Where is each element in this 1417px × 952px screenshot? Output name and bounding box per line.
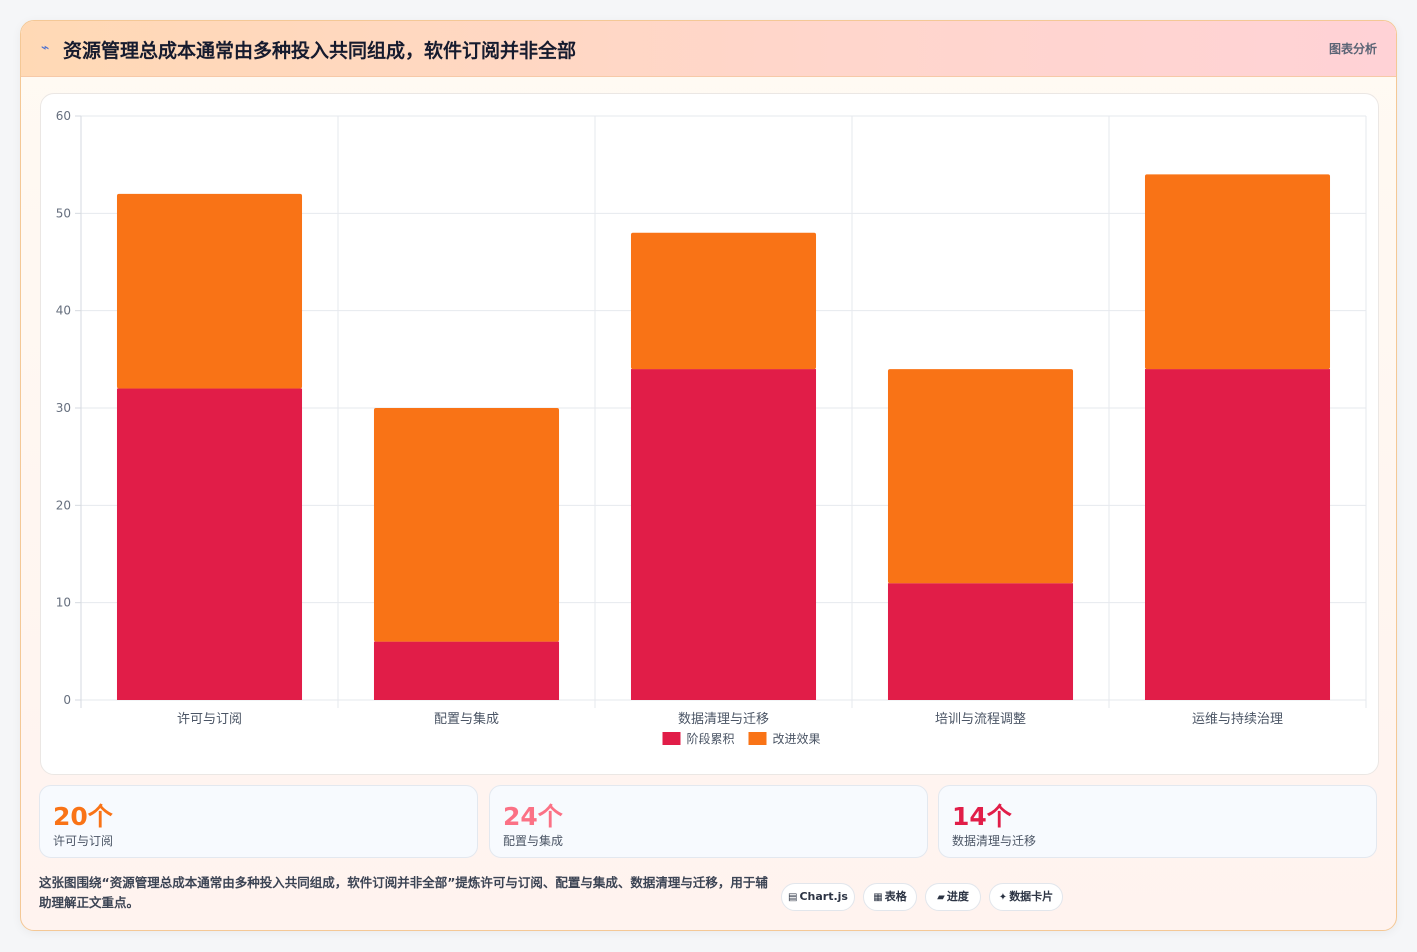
chip-label: Chart.js [799, 890, 848, 903]
x-tick-label: 数据清理与迁移 [678, 712, 769, 727]
stacked-bar-chart: 0 10 20 30 40 50 60 许可与订阅 配置与集成 数据清理与迁移 培训与流程调整 运维与… [56, 109, 1367, 746]
chart-card: ⌁ 资源管理总成本通常由多种投入共同组成，软件订阅并非全部 图表分析 0 10 20… [20, 20, 1397, 931]
y-tick-label: 50 [56, 206, 71, 220]
sparkle-icon: ✦ [998, 892, 1008, 903]
stat-value-2: 24个 [503, 802, 563, 831]
bar-improve [630, 232, 817, 370]
y-tick-label: 60 [56, 109, 71, 123]
stat-label-3: 数据清理与迁移 [952, 834, 1037, 848]
chip-label: 数据卡片 [1009, 890, 1054, 903]
bar-stage [1144, 369, 1331, 700]
bar-improve [373, 408, 560, 642]
bar-improve [1144, 174, 1331, 370]
x-tick-label: 配置与集成 [434, 711, 499, 727]
legend-swatch-1 [662, 732, 681, 745]
y-tick-label: 20 [56, 498, 71, 512]
stat-card-2: 24个 配置与集成 [489, 785, 928, 858]
chart-panel: 0 10 20 30 40 50 60 许可与订阅 配置与集成 数据清理与迁移 培训与流程调整 运维与… [40, 93, 1379, 775]
chip-data-card[interactable]: ✦ 数据卡片 [989, 883, 1063, 911]
bar-improve [116, 193, 303, 389]
chart-icon: ▤ [788, 892, 798, 903]
x-tick-label: 运维与持续治理 [1192, 712, 1283, 727]
chart-description: 这张图围绕“资源管理总成本通常由多种投入共同组成，软件订阅并非全部”提炼许可与订… [39, 875, 768, 910]
chip-label: 进度 [946, 890, 969, 903]
stat-label-1: 许可与订阅 [53, 834, 114, 848]
bar-stage [887, 583, 1074, 700]
progress-icon: ▰ [937, 892, 945, 903]
legend-label-2: 改进效果 [773, 731, 821, 746]
stat-card-1: 20个 许可与订阅 [39, 785, 478, 858]
y-tick-label: 30 [56, 401, 71, 415]
table-icon: ▦ [873, 892, 883, 903]
legend-swatch-2 [748, 732, 767, 745]
chart-line-icon: ⌁ [41, 40, 50, 56]
y-tick-label: 40 [56, 304, 71, 318]
bar-improve [887, 369, 1074, 584]
card-title: 资源管理总成本通常由多种投入共同组成，软件订阅并非全部 [63, 40, 577, 62]
chip-table[interactable]: ▦ 表格 [863, 883, 917, 911]
legend-label-1: 阶段累积 [687, 731, 735, 746]
header-tag: 图表分析 [1328, 42, 1377, 56]
card-header: ⌁ 资源管理总成本通常由多种投入共同组成，软件订阅并非全部 图表分析 [21, 21, 1396, 77]
bar-stage [373, 641, 560, 700]
stat-value-3: 14个 [952, 802, 1012, 831]
y-tick-label: 0 [63, 693, 71, 707]
y-tick-label: 10 [56, 596, 71, 610]
x-tick-label: 许可与订阅 [177, 712, 242, 727]
chip-label: 表格 [884, 890, 907, 903]
stat-label-2: 配置与集成 [503, 834, 564, 848]
bar-stage [116, 388, 303, 700]
x-tick-label: 培训与流程调整 [935, 711, 1026, 727]
stat-card-3: 14个 数据清理与迁移 [938, 785, 1377, 858]
bar-stage [630, 369, 817, 700]
stat-value-1: 20个 [53, 802, 113, 831]
chip-chartjs[interactable]: ▤ Chart.js [781, 883, 855, 911]
chip-progress[interactable]: ▰ 进度 [925, 883, 981, 911]
